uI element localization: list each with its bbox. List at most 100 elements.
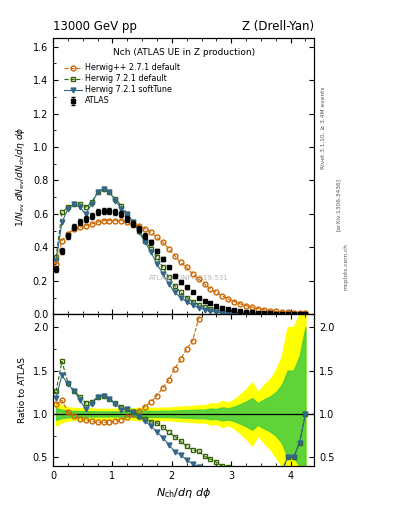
Herwig 7.2.1 softTune: [226, 310, 231, 316]
Herwig 7.2.1 default: [137, 227, 141, 233]
Herwig++ 2.7.1 default: [167, 246, 171, 252]
Y-axis label: Ratio to ATLAS: Ratio to ATLAS: [18, 357, 27, 423]
Herwig 7.2.1 default: [184, 294, 189, 301]
Herwig 7.2.1 softTune: [196, 305, 201, 311]
Line: Herwig 7.2.1 default: Herwig 7.2.1 default: [53, 186, 308, 316]
Herwig 7.2.1 default: [303, 311, 308, 317]
Herwig 7.2.1 softTune: [101, 186, 106, 192]
Herwig++ 2.7.1 default: [54, 261, 59, 267]
Herwig++ 2.7.1 default: [208, 286, 213, 292]
Herwig++ 2.7.1 default: [190, 271, 195, 277]
Herwig 7.2.1 default: [214, 307, 219, 313]
Herwig 7.2.1 softTune: [66, 206, 70, 212]
Herwig++ 2.7.1 default: [184, 264, 189, 270]
Herwig++ 2.7.1 default: [95, 219, 100, 225]
Herwig 7.2.1 softTune: [119, 206, 124, 212]
Herwig++ 2.7.1 default: [279, 309, 284, 315]
Herwig 7.2.1 default: [208, 306, 213, 312]
Herwig 7.2.1 default: [226, 309, 231, 315]
X-axis label: $N_{\rm ch}/d\eta\ d\phi$: $N_{\rm ch}/d\eta\ d\phi$: [156, 486, 211, 500]
Herwig 7.2.1 default: [83, 204, 88, 210]
Herwig++ 2.7.1 default: [214, 289, 219, 295]
Herwig 7.2.1 softTune: [131, 219, 136, 225]
Herwig 7.2.1 default: [268, 311, 272, 317]
Herwig 7.2.1 default: [113, 196, 118, 202]
Herwig 7.2.1 softTune: [89, 201, 94, 207]
Herwig 7.2.1 softTune: [173, 289, 177, 295]
Herwig 7.2.1 softTune: [167, 281, 171, 287]
Herwig 7.2.1 softTune: [250, 311, 254, 317]
Herwig 7.2.1 softTune: [279, 311, 284, 317]
Herwig 7.2.1 softTune: [262, 311, 266, 317]
Herwig 7.2.1 default: [161, 264, 165, 270]
Herwig 7.2.1 softTune: [95, 189, 100, 195]
Herwig 7.2.1 softTune: [107, 189, 112, 195]
Herwig 7.2.1 softTune: [303, 311, 308, 317]
Herwig 7.2.1 softTune: [113, 198, 118, 204]
Herwig 7.2.1 default: [190, 298, 195, 305]
Herwig++ 2.7.1 default: [107, 218, 112, 224]
Herwig 7.2.1 softTune: [238, 311, 242, 317]
Herwig 7.2.1 softTune: [208, 308, 213, 314]
Herwig++ 2.7.1 default: [154, 234, 159, 241]
Herwig 7.2.1 default: [154, 254, 159, 261]
Y-axis label: $1/N_{\rm ev}\ dN_{\rm ev}/dN_{\rm ch}/d\eta\ d\phi$: $1/N_{\rm ev}\ dN_{\rm ev}/dN_{\rm ch}/d…: [14, 126, 27, 226]
Herwig 7.2.1 softTune: [297, 311, 302, 317]
Herwig 7.2.1 softTune: [60, 219, 64, 225]
Herwig++ 2.7.1 default: [196, 276, 201, 282]
Herwig++ 2.7.1 default: [66, 231, 70, 237]
Text: 13000 GeV pp: 13000 GeV pp: [53, 20, 137, 33]
Herwig 7.2.1 softTune: [161, 271, 165, 277]
Herwig 7.2.1 default: [250, 311, 254, 317]
Herwig 7.2.1 default: [232, 310, 237, 316]
Herwig++ 2.7.1 default: [220, 293, 225, 299]
Herwig++ 2.7.1 default: [268, 308, 272, 314]
Herwig 7.2.1 softTune: [202, 307, 207, 313]
Herwig 7.2.1 softTune: [83, 211, 88, 217]
Text: mcplots.cern.ch: mcplots.cern.ch: [344, 243, 349, 290]
Herwig 7.2.1 softTune: [178, 294, 183, 301]
Herwig 7.2.1 default: [89, 199, 94, 205]
Line: Herwig 7.2.1 softTune: Herwig 7.2.1 softTune: [53, 186, 308, 316]
Herwig 7.2.1 default: [149, 246, 153, 252]
Herwig 7.2.1 softTune: [154, 261, 159, 267]
Herwig++ 2.7.1 default: [77, 224, 82, 230]
Text: Z (Drell-Yan): Z (Drell-Yan): [242, 20, 314, 33]
Herwig 7.2.1 softTune: [125, 211, 130, 217]
Herwig++ 2.7.1 default: [178, 259, 183, 265]
Herwig++ 2.7.1 default: [303, 310, 308, 316]
Herwig 7.2.1 default: [291, 311, 296, 317]
Herwig++ 2.7.1 default: [72, 226, 76, 232]
Herwig 7.2.1 softTune: [54, 258, 59, 264]
Herwig 7.2.1 softTune: [255, 311, 260, 317]
Herwig++ 2.7.1 default: [244, 303, 248, 309]
Herwig++ 2.7.1 default: [137, 223, 141, 229]
Herwig 7.2.1 default: [262, 311, 266, 317]
Herwig 7.2.1 softTune: [285, 311, 290, 317]
Herwig++ 2.7.1 default: [101, 218, 106, 224]
Herwig 7.2.1 default: [77, 201, 82, 207]
Herwig++ 2.7.1 default: [291, 310, 296, 316]
Herwig 7.2.1 default: [285, 311, 290, 317]
Herwig 7.2.1 softTune: [77, 204, 82, 210]
Herwig 7.2.1 default: [202, 304, 207, 310]
Herwig++ 2.7.1 default: [113, 218, 118, 224]
Herwig++ 2.7.1 default: [125, 219, 130, 225]
Herwig 7.2.1 default: [95, 189, 100, 195]
Herwig 7.2.1 softTune: [244, 311, 248, 317]
Herwig++ 2.7.1 default: [255, 306, 260, 312]
Herwig 7.2.1 default: [297, 311, 302, 317]
Herwig 7.2.1 softTune: [137, 229, 141, 236]
Herwig++ 2.7.1 default: [226, 296, 231, 302]
Herwig++ 2.7.1 default: [173, 252, 177, 259]
Herwig 7.2.1 default: [220, 308, 225, 314]
Herwig 7.2.1 default: [279, 311, 284, 317]
Herwig++ 2.7.1 default: [250, 304, 254, 310]
Herwig 7.2.1 softTune: [184, 298, 189, 305]
Herwig++ 2.7.1 default: [131, 221, 136, 227]
Herwig++ 2.7.1 default: [262, 307, 266, 313]
Herwig++ 2.7.1 default: [202, 281, 207, 287]
Text: ATLAS-CONF-2019-531: ATLAS-CONF-2019-531: [149, 275, 229, 282]
Herwig 7.2.1 default: [196, 302, 201, 308]
Herwig 7.2.1 softTune: [274, 311, 278, 317]
